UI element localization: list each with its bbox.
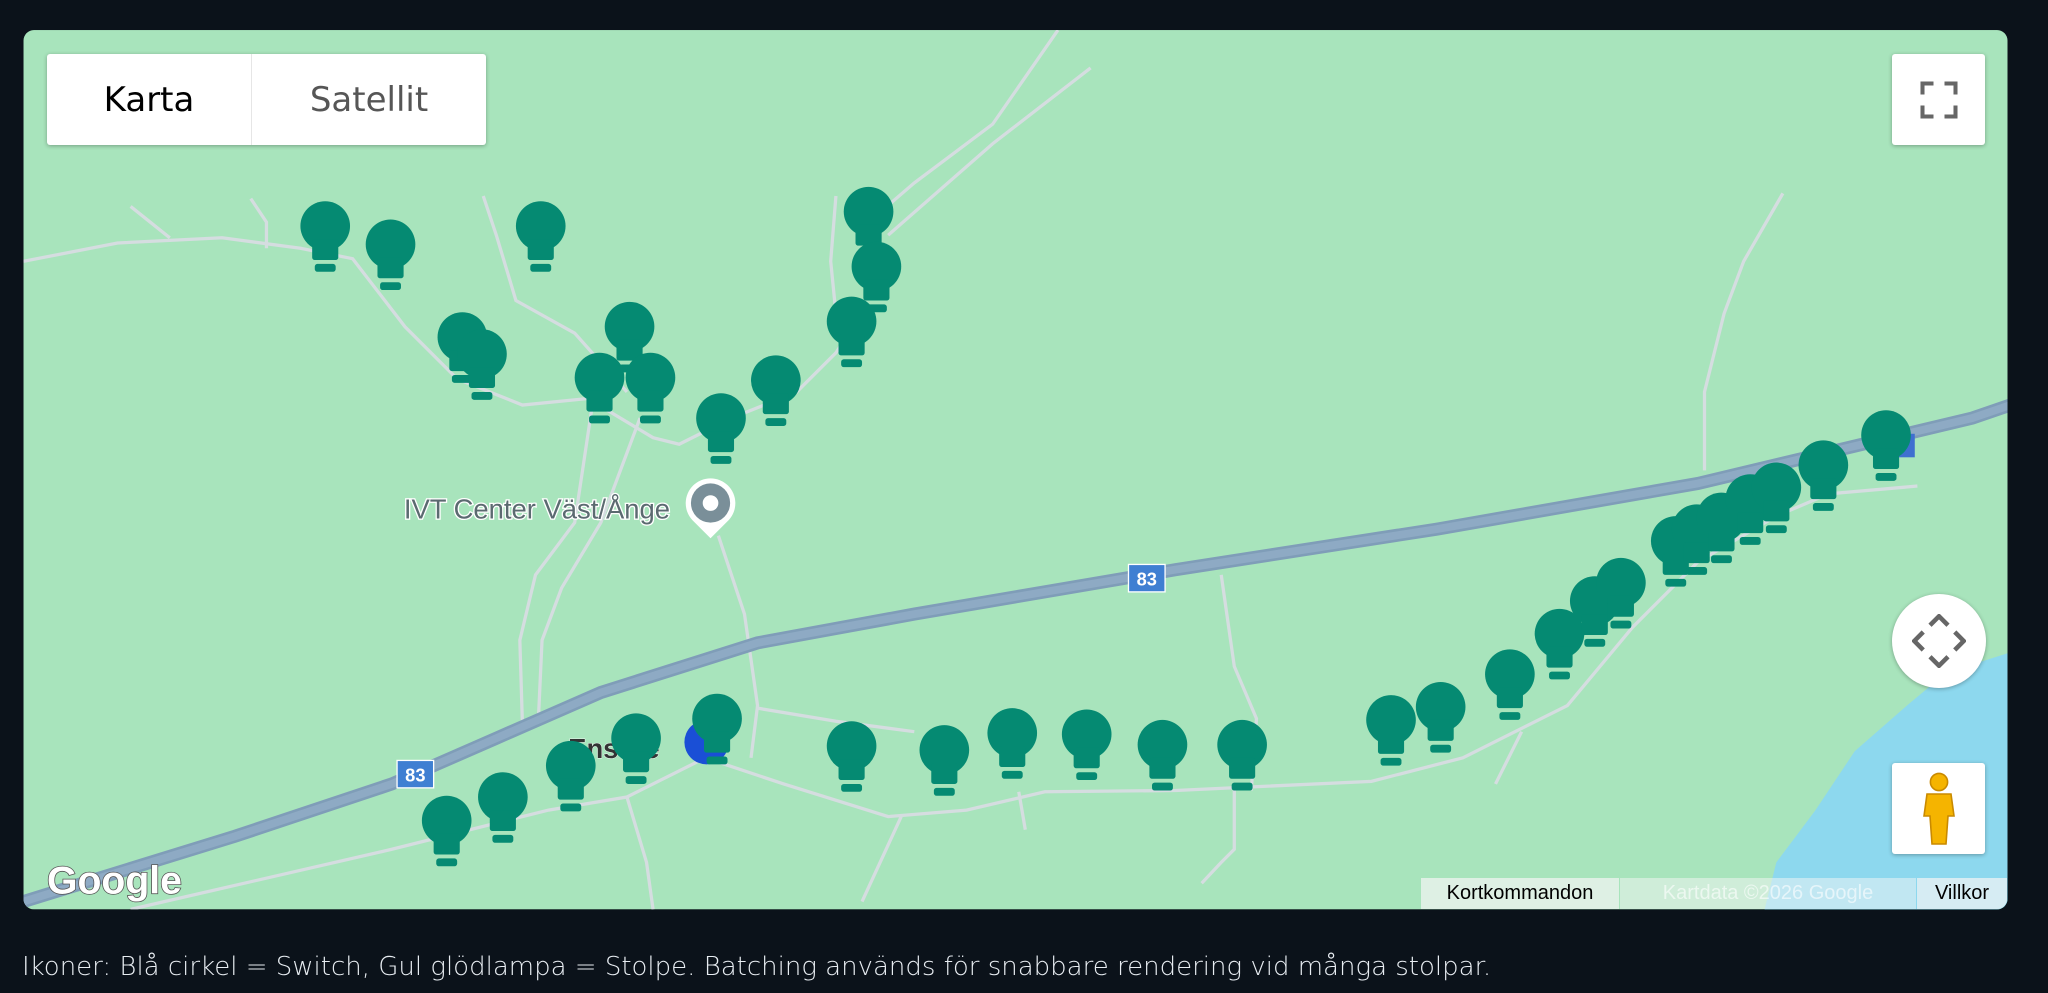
lightbulb-marker-icon[interactable] (478, 772, 528, 843)
lightbulb-marker-icon[interactable] (751, 355, 801, 426)
lightbulb-marker-icon[interactable] (457, 329, 507, 400)
lightbulb-marker-icon[interactable] (515, 201, 566, 272)
lightbulb-marker-icon[interactable] (1596, 557, 1646, 629)
lightbulb-marker-icon[interactable] (1751, 462, 1802, 534)
google-logo: Google (47, 860, 182, 903)
lightbulb-marker-icon[interactable] (574, 352, 625, 424)
road-shield-label: 83 (1137, 568, 1157, 589)
pegman-icon (1922, 772, 1955, 845)
lightbulb-marker-icon[interactable] (1534, 608, 1585, 680)
lightbulb-marker-icon[interactable] (1366, 695, 1416, 766)
place-pin-icon[interactable] (685, 478, 736, 539)
road-shield-label: 83 (405, 764, 425, 785)
lightbulb-marker-icon[interactable] (625, 352, 676, 424)
lightbulb-marker-icon[interactable] (300, 201, 351, 272)
lightbulb-marker-icon[interactable] (1137, 719, 1188, 791)
road-shield-83: 83 (1127, 563, 1166, 593)
lightbulb-marker-icon[interactable] (851, 241, 902, 313)
place-label[interactable]: IVT Center Väst/Ånge (403, 492, 672, 526)
fullscreen-button[interactable] (1892, 54, 1985, 145)
map-type-control: Karta Satellit (47, 54, 486, 145)
keyboard-shortcuts-link[interactable]: Kortkommandon (1421, 878, 1619, 909)
lightbulb-marker-icon[interactable] (826, 296, 877, 368)
lightbulb-marker-icon[interactable] (696, 393, 746, 464)
map-type-map-button[interactable]: Karta (47, 54, 252, 145)
lightbulb-marker-icon[interactable] (1415, 682, 1466, 753)
lightbulb-marker-icon[interactable] (545, 740, 596, 812)
street-view-pegman-button[interactable] (1892, 763, 1985, 854)
legend-caption: Ikoner: Blå cirkel = Switch, Gul glödlam… (22, 952, 1492, 982)
fullscreen-icon (1919, 80, 1958, 119)
lightbulb-marker-icon[interactable] (919, 725, 970, 796)
lightbulb-marker-icon[interactable] (1485, 649, 1535, 720)
lightbulb-marker-icon[interactable] (1798, 440, 1849, 511)
map-type-satellite-button[interactable]: Satellit (309, 79, 429, 120)
lightbulb-marker-icon[interactable] (365, 219, 416, 291)
pan-control[interactable] (1892, 594, 1986, 688)
marker-layer (300, 186, 1911, 867)
terms-link[interactable]: Villkor (1917, 878, 2007, 909)
pan-arrows-icon (1912, 614, 1966, 668)
lightbulb-marker-icon[interactable] (987, 708, 1038, 779)
lightbulb-marker-icon[interactable] (1861, 410, 1911, 481)
lightbulb-marker-icon[interactable] (826, 721, 877, 792)
lightbulb-marker-icon[interactable] (611, 713, 661, 784)
lightbulb-marker-icon[interactable] (1217, 719, 1267, 791)
road-shield-83: 83 (396, 759, 435, 789)
lightbulb-marker-icon[interactable] (692, 693, 742, 765)
lightbulb-marker-icon[interactable] (1061, 709, 1112, 781)
lightbulb-marker-icon[interactable] (421, 795, 472, 867)
map-copyright: Kartdata ©2026 Google (1620, 878, 1916, 909)
